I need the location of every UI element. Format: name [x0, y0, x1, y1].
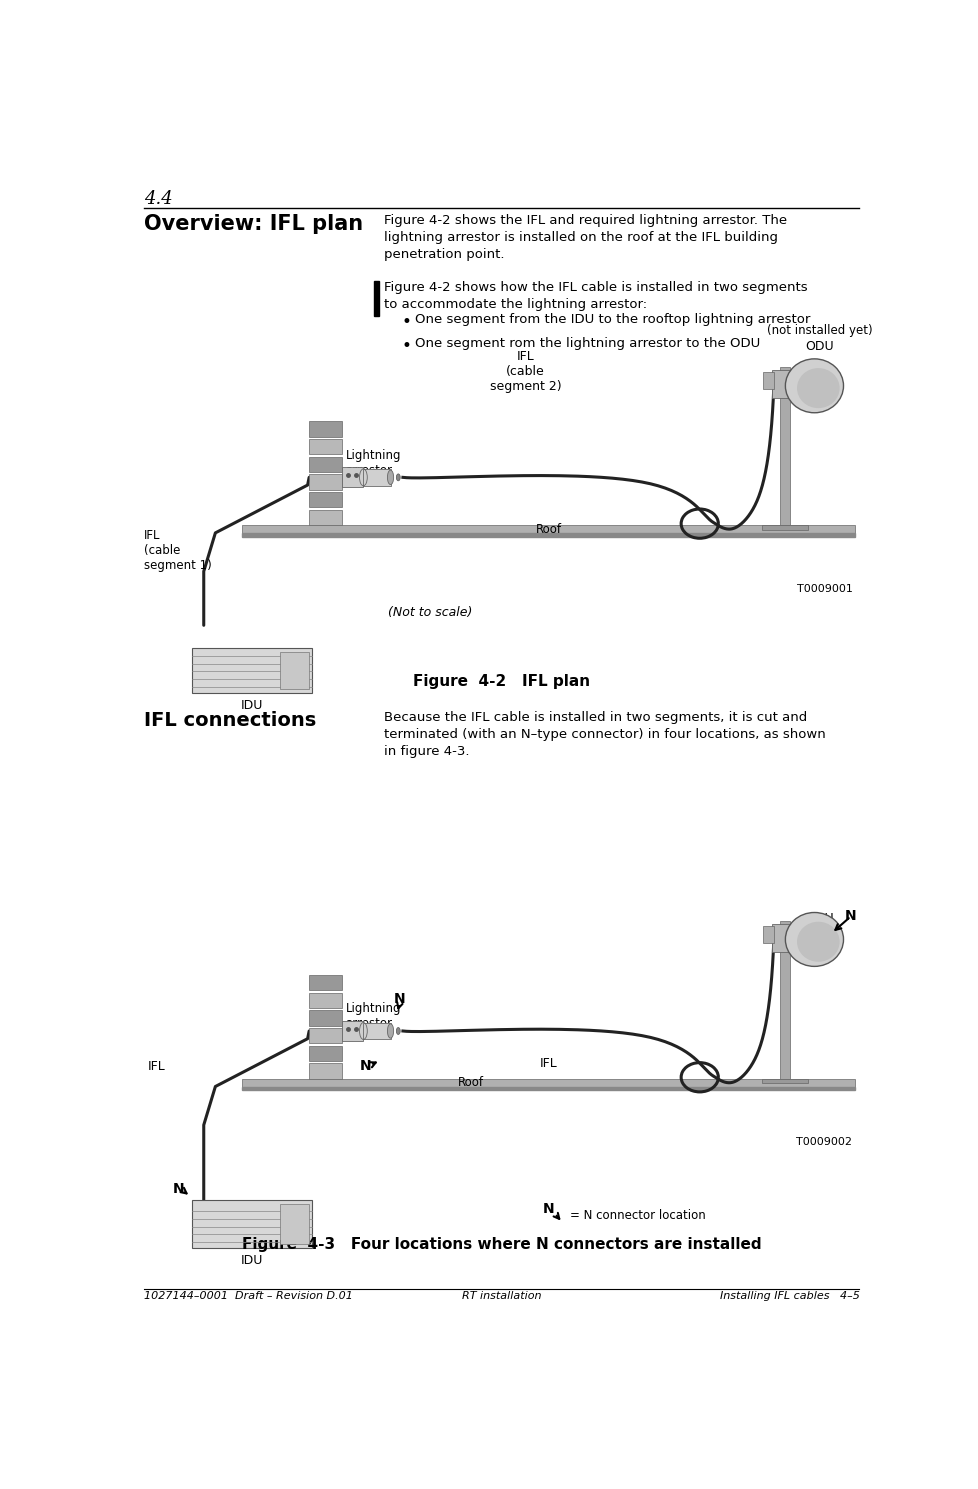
- Text: T0009001: T0009001: [796, 585, 852, 594]
- Text: ODU: ODU: [805, 339, 833, 353]
- Text: 4.4: 4.4: [144, 191, 173, 208]
- Ellipse shape: [387, 1024, 393, 1038]
- Bar: [363, 469, 390, 485]
- Text: Roof: Roof: [458, 1077, 484, 1088]
- Text: IDU: IDU: [241, 1254, 263, 1267]
- Text: (not installed yet): (not installed yet): [767, 325, 871, 337]
- Bar: [280, 1205, 309, 1245]
- Text: •: •: [401, 337, 411, 354]
- Bar: [243, 1087, 854, 1090]
- Text: One segment from the IDU to the rooftop lightning arrestor: One segment from the IDU to the rooftop …: [415, 313, 810, 326]
- Text: IFL
(cable
segment 1): IFL (cable segment 1): [144, 529, 211, 572]
- Text: IFL
(cable
segment 2): IFL (cable segment 2): [489, 350, 560, 393]
- Bar: [309, 421, 341, 436]
- Text: 1027144–0001  Draft – Revision D.01: 1027144–0001 Draft – Revision D.01: [144, 1291, 353, 1300]
- Text: RT installation: RT installation: [462, 1291, 541, 1300]
- Text: N: N: [844, 910, 856, 923]
- Text: Figure 4-2 shows how the IFL cable is installed in two segments
to accommodate t: Figure 4-2 shows how the IFL cable is in…: [383, 281, 807, 311]
- Bar: [771, 925, 797, 951]
- Bar: [763, 926, 774, 943]
- Bar: [363, 1023, 390, 1039]
- Bar: [280, 652, 309, 689]
- Bar: [763, 372, 774, 389]
- Bar: [363, 469, 390, 485]
- Ellipse shape: [387, 471, 393, 484]
- Bar: [309, 457, 341, 472]
- Text: T0009002: T0009002: [796, 1138, 852, 1148]
- Ellipse shape: [396, 474, 400, 481]
- Bar: [341, 468, 363, 487]
- Ellipse shape: [359, 469, 367, 485]
- Bar: [771, 371, 797, 398]
- Text: Installing IFL cables   4–5: Installing IFL cables 4–5: [719, 1291, 859, 1300]
- Bar: [374, 281, 379, 316]
- Text: Lightning
arrestor: Lightning arrestor: [345, 1002, 401, 1030]
- Bar: [243, 533, 854, 536]
- Bar: [779, 368, 789, 526]
- Text: Because the IFL cable is installed in two segments, it is cut and
terminated (wi: Because the IFL cable is installed in tw…: [383, 710, 825, 758]
- Ellipse shape: [796, 922, 839, 962]
- Bar: [243, 1080, 854, 1087]
- Bar: [761, 1080, 808, 1084]
- Bar: [761, 526, 808, 530]
- Bar: [309, 439, 341, 454]
- Text: N: N: [172, 1182, 184, 1196]
- Bar: [192, 648, 312, 692]
- Bar: [363, 1023, 390, 1039]
- Ellipse shape: [784, 359, 843, 412]
- Text: One segment rom the lightning arrestor to the ODU: One segment rom the lightning arrestor t…: [415, 337, 760, 350]
- Bar: [779, 922, 789, 1080]
- Text: Figure 4-2 shows the IFL and required lightning arrestor. The
lightning arrestor: Figure 4-2 shows the IFL and required li…: [383, 214, 786, 261]
- Bar: [192, 1200, 312, 1248]
- Text: Figure  4-3   Four locations where N connectors are installed: Figure 4-3 Four locations where N connec…: [242, 1237, 761, 1252]
- Bar: [309, 491, 341, 508]
- Text: (Not to scale): (Not to scale): [387, 606, 472, 619]
- Bar: [309, 1045, 341, 1062]
- Text: Figure  4-2   IFL plan: Figure 4-2 IFL plan: [413, 675, 590, 689]
- Ellipse shape: [396, 1027, 400, 1035]
- Text: Roof: Roof: [535, 523, 561, 536]
- Ellipse shape: [784, 913, 843, 966]
- Text: Lightning
arrestor: Lightning arrestor: [345, 448, 401, 476]
- Bar: [341, 1021, 363, 1041]
- Text: ODU: ODU: [805, 911, 833, 925]
- Bar: [309, 975, 341, 990]
- Text: IDU: IDU: [241, 700, 263, 712]
- Text: IFL: IFL: [539, 1057, 556, 1069]
- Text: IFL connections: IFL connections: [144, 710, 316, 730]
- Text: Overview: IFL plan: Overview: IFL plan: [144, 214, 363, 234]
- Ellipse shape: [359, 1023, 367, 1039]
- Bar: [309, 993, 341, 1008]
- Ellipse shape: [796, 368, 839, 408]
- Bar: [309, 475, 341, 490]
- Text: N: N: [393, 993, 405, 1007]
- Text: N: N: [542, 1202, 554, 1217]
- Text: N: N: [360, 1060, 372, 1074]
- Bar: [243, 526, 854, 533]
- Text: IFL: IFL: [148, 1060, 165, 1072]
- Bar: [309, 509, 341, 526]
- Bar: [309, 1027, 341, 1044]
- Text: = N connector location: = N connector location: [570, 1209, 705, 1222]
- Bar: [309, 1063, 341, 1080]
- Bar: [309, 1010, 341, 1026]
- Text: •: •: [401, 313, 411, 332]
